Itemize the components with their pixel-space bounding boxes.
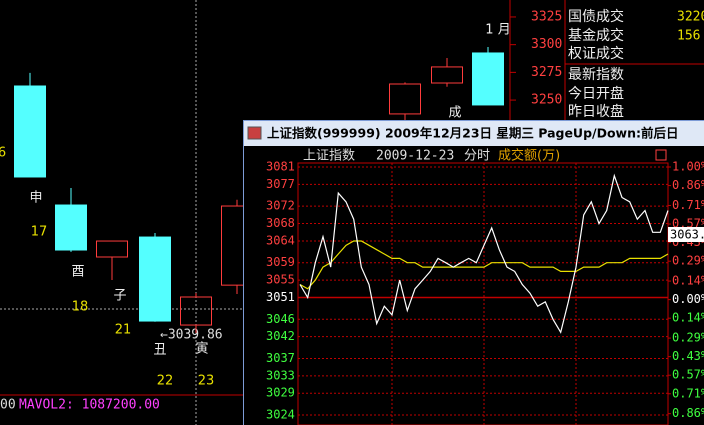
- mavol-label: MAVOL2: 1087200.00: [19, 398, 160, 413]
- period-label: 申: [29, 191, 42, 206]
- y-tick-label: 3250: [531, 93, 562, 108]
- y-tick-label: 3055: [266, 273, 295, 287]
- series-line: [299, 173, 669, 334]
- candle-body: [180, 296, 212, 326]
- period-label: 21: [115, 323, 132, 338]
- quote-label: 昨日收盘: [568, 103, 624, 120]
- period-label: 17: [31, 225, 48, 240]
- candle-body: [389, 83, 421, 115]
- y-tick-label: 3077: [266, 177, 295, 191]
- y2-tick-label: 0.14%: [672, 311, 704, 325]
- plot: [298, 163, 671, 425]
- y-tick-label: 3029: [266, 386, 295, 400]
- period-label: 丑: [153, 343, 166, 358]
- y-tick-label: 3037: [266, 351, 295, 365]
- candle-body: [472, 52, 504, 106]
- quote-value: 156: [677, 29, 700, 44]
- y-tick-label: 3300: [531, 37, 562, 52]
- plot-frame: [297, 162, 669, 425]
- y2-tick-label: 0.57%: [672, 368, 704, 382]
- quote-label: 国债成交: [568, 8, 624, 25]
- title-bar[interactable]: [244, 121, 704, 146]
- y2-tick-label: 0.14%: [672, 274, 704, 288]
- period-label: 成: [448, 106, 461, 121]
- quote-label: 最新指数: [568, 67, 624, 83]
- period-label: 22: [157, 374, 174, 389]
- y2-tick-label: 0.86%: [672, 406, 704, 420]
- period-label: 寅: [195, 341, 208, 357]
- y-tick-label: 3046: [266, 312, 295, 326]
- header-mode: 分时: [464, 149, 490, 164]
- period-label: 18: [72, 300, 89, 315]
- y2-tick-label: 0.71%: [672, 198, 704, 212]
- close-box[interactable]: [655, 149, 667, 161]
- y2-tick-label: 1.00%: [672, 160, 704, 174]
- header-name: 上证指数: [303, 149, 355, 164]
- y2-tick-label: 0.86%: [672, 178, 704, 192]
- y2-tick-label: 0.29%: [672, 331, 704, 345]
- quote-value: 3220: [677, 10, 704, 25]
- period-label: 6: [0, 146, 6, 161]
- cursor-box: [668, 227, 704, 242]
- y-tick-label: 3024: [266, 408, 295, 422]
- y-tick-label: 3051: [266, 290, 295, 304]
- candle-body: [431, 66, 463, 84]
- cursor-value: 3063.: [670, 228, 704, 242]
- candle-body: [139, 236, 171, 322]
- series-line: [299, 240, 669, 290]
- y2-tick-label: 0.71%: [672, 386, 704, 400]
- y-tick-label: 3081: [266, 160, 295, 174]
- quote-label: 权证成交: [568, 45, 624, 62]
- candle-body: [55, 204, 87, 251]
- y-tick-label: 3325: [531, 9, 562, 24]
- y2-tick-label: 0.43%: [672, 349, 704, 363]
- y-tick-label: 3064: [266, 233, 295, 247]
- candle-body: [96, 240, 128, 258]
- popup-title: 上证指数(999999) 2009年12月23日 星期三 PageUp/Down…: [267, 126, 679, 141]
- period-label: 23: [198, 374, 215, 389]
- header-volume: 成交额(万): [498, 148, 560, 164]
- y-tick-label: 3033: [266, 368, 295, 382]
- y-tick-label: 3042: [266, 329, 295, 343]
- quote-label: 今日开盘: [568, 85, 624, 102]
- y2-tick-label: 0.29%: [672, 254, 704, 268]
- period-label: 1 月: [485, 23, 510, 38]
- y2-tick-label: 0.00%: [672, 292, 704, 306]
- period-label: 子: [113, 289, 126, 304]
- period-label: 酉: [71, 265, 84, 280]
- low-marker: ←3039.86: [160, 328, 223, 343]
- y-tick-label: 3275: [531, 65, 562, 80]
- y-tick-label: 3072: [266, 199, 295, 213]
- header-date: 2009-12-23: [376, 149, 454, 164]
- y-tick-label: 3068: [266, 216, 295, 230]
- y-tick-label: 3059: [266, 255, 295, 269]
- popup-window: 上证指数(999999) 2009年12月23日 星期三 PageUp/Down…: [243, 120, 704, 425]
- window-icon: [247, 126, 262, 140]
- candle-body: [14, 85, 46, 178]
- quote-label: 基金成交: [568, 27, 624, 44]
- vol-prefix: 00: [0, 398, 16, 413]
